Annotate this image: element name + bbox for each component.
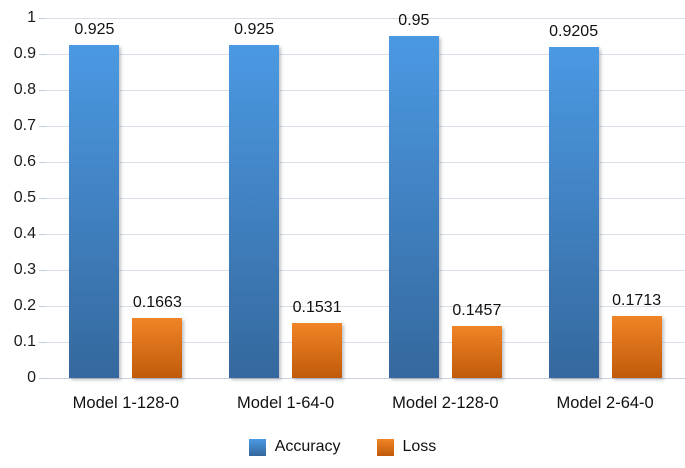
y-axis-tick-label: 0.3 [13,261,36,278]
x-axis: Model 1-128-0 Model 1-64-0 Model 2-128-0 Mo… [46,378,685,413]
value-label-accuracy-model-2-64-0: 0.9205 [549,23,599,40]
bar-group-model-2-64-0: 0.9205 0.1713 [525,18,685,378]
x-axis-line [46,378,685,379]
y-axis-tick [39,234,46,235]
gridline [46,18,685,19]
x-axis-label-model-1-128-0: Model 1-128-0 [72,394,180,412]
x-axis-label-model-2-64-0: Model 2-64-0 [556,394,654,412]
y-axis-tick-label: 0.5 [13,189,36,206]
gridline [46,162,685,163]
y-axis-tick-label: 0.2 [13,297,36,314]
gridline [46,342,685,343]
gridline [46,54,685,55]
bar-cell-loss-model-1-64-0: 0.1531 [292,298,343,378]
y-axis-tick [39,54,46,55]
y-axis-tick-label: 0.4 [13,225,36,242]
y-axis-tick-label: 0.1 [13,333,36,350]
y-axis-tick-label: 0.8 [13,81,36,98]
y-axis-tick [39,270,46,271]
value-label-loss-model-1-64-0: 0.1531 [292,299,342,316]
bar-cell-accuracy-model-2-128-0: 0.95 [388,11,439,378]
gridline [46,90,685,91]
y-axis-tick [39,342,46,343]
bar-cell-loss-model-2-128-0: 0.1457 [451,301,502,378]
y-axis-tick [39,162,46,163]
bar-cell-loss-model-2-64-0: 0.1713 [611,291,662,378]
value-label-accuracy-model-2-128-0: 0.95 [398,12,430,29]
bar-groups: 0.925 0.1663 0.925 0.1531 0.95 0.1457 0.9205 0.… [46,12,685,378]
bar-loss-model-2-64-0 [611,316,662,378]
legend: Accuracy Loss [0,438,685,456]
value-label-loss-model-2-128-0: 0.1457 [452,302,502,319]
legend-label-loss: Loss [402,438,437,455]
value-label-accuracy-model-1-64-0: 0.925 [234,21,275,38]
legend-item-accuracy: Accuracy [248,438,341,456]
bar-cell-accuracy-model-2-64-0: 0.9205 [548,22,599,378]
legend-item-loss: Loss [376,438,437,456]
bar-accuracy-model-1-64-0 [229,45,280,378]
bar-cell-loss-model-1-128-0: 0.1663 [132,293,183,378]
y-axis-tick [39,306,46,307]
value-label-loss-model-1-128-0: 0.1663 [132,294,182,311]
y-axis-tick-label: 1 [27,9,36,26]
y-axis-tick-label: 0 [27,369,36,386]
gridline [46,234,685,235]
bar-cell-accuracy-model-1-64-0: 0.925 [229,20,280,378]
bar-accuracy-model-2-128-0 [388,36,439,378]
bar-group-model-1-128-0: 0.925 0.1663 [46,18,206,378]
y-axis-tick-label: 0.7 [13,117,36,134]
gridline [46,126,685,127]
gridline [46,270,685,271]
loss-swatch-icon [376,438,394,456]
bar-group-model-2-128-0: 0.95 0.1457 [366,12,526,378]
y-axis-tick [39,378,46,379]
y-axis-tick [39,198,46,199]
y-axis-tick [39,18,46,19]
value-label-loss-model-2-64-0: 0.1713 [612,292,662,309]
x-axis-label-model-2-128-0: Model 2-128-0 [392,394,499,412]
legend-label-accuracy: Accuracy [274,438,341,455]
y-axis: 1 0.9 0.8 0.7 0.6 0.5 0.4 0.3 0.2 0.1 0 [0,9,38,386]
bar-loss-model-1-128-0 [132,318,183,378]
x-axis-label-model-1-64-0: Model 1-64-0 [237,394,335,412]
y-axis-tick [39,90,46,91]
bar-loss-model-2-128-0 [451,326,502,378]
bar-cell-accuracy-model-1-128-0: 0.925 [69,20,120,378]
y-axis-tick [39,126,46,127]
bar-group-model-1-64-0: 0.925 0.1531 [206,18,366,378]
gridline [46,198,685,199]
bar-accuracy-model-2-64-0 [548,47,599,378]
value-label-accuracy-model-1-128-0: 0.925 [74,21,115,38]
gridline [46,306,685,307]
accuracy-swatch-icon [248,438,266,456]
bar-accuracy-model-1-128-0 [69,45,120,378]
y-axis-tick-label: 0.6 [13,153,36,170]
y-axis-tick-label: 0.9 [13,45,36,62]
bar-loss-model-1-64-0 [292,323,343,378]
plot-area: 0.925 0.1663 0.925 0.1531 0.95 0.1457 0.9205 0.… [39,12,685,379]
